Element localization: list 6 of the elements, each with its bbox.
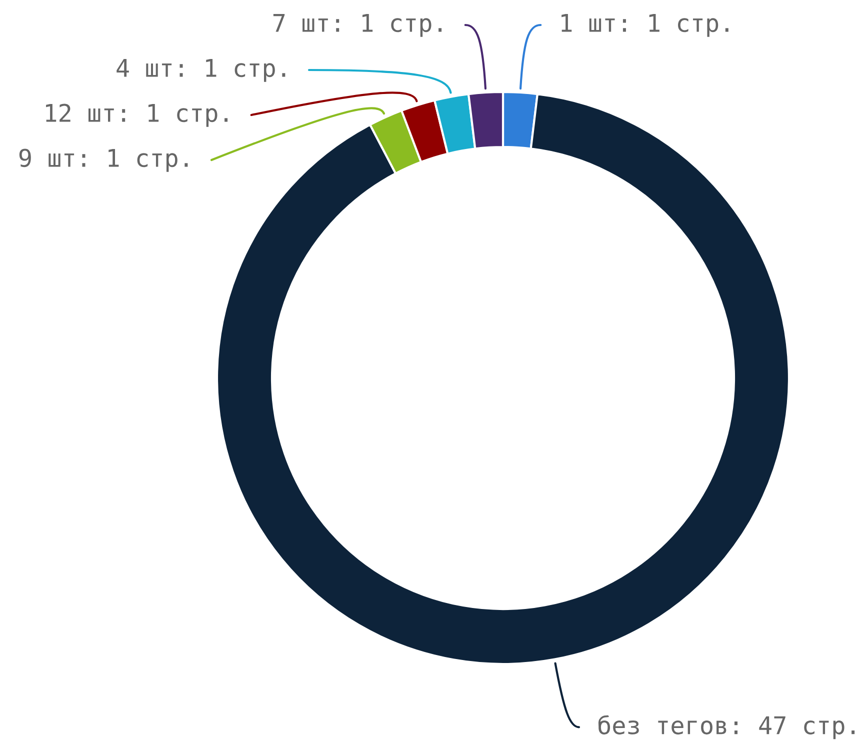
- slice-label: 4 шт: 1 стр.: [116, 59, 286, 82]
- slice-label: 7 шт: 1 стр.: [273, 14, 442, 37]
- slice-label: 9 шт: 1 стр.: [19, 148, 188, 172]
- slice-label: 1 шт: 1 стр.: [562, 14, 728, 37]
- slice-label: без тегов: 47 стр.: [598, 715, 855, 740]
- slice-label: 12 шт: 1 стр.: [46, 104, 228, 127]
